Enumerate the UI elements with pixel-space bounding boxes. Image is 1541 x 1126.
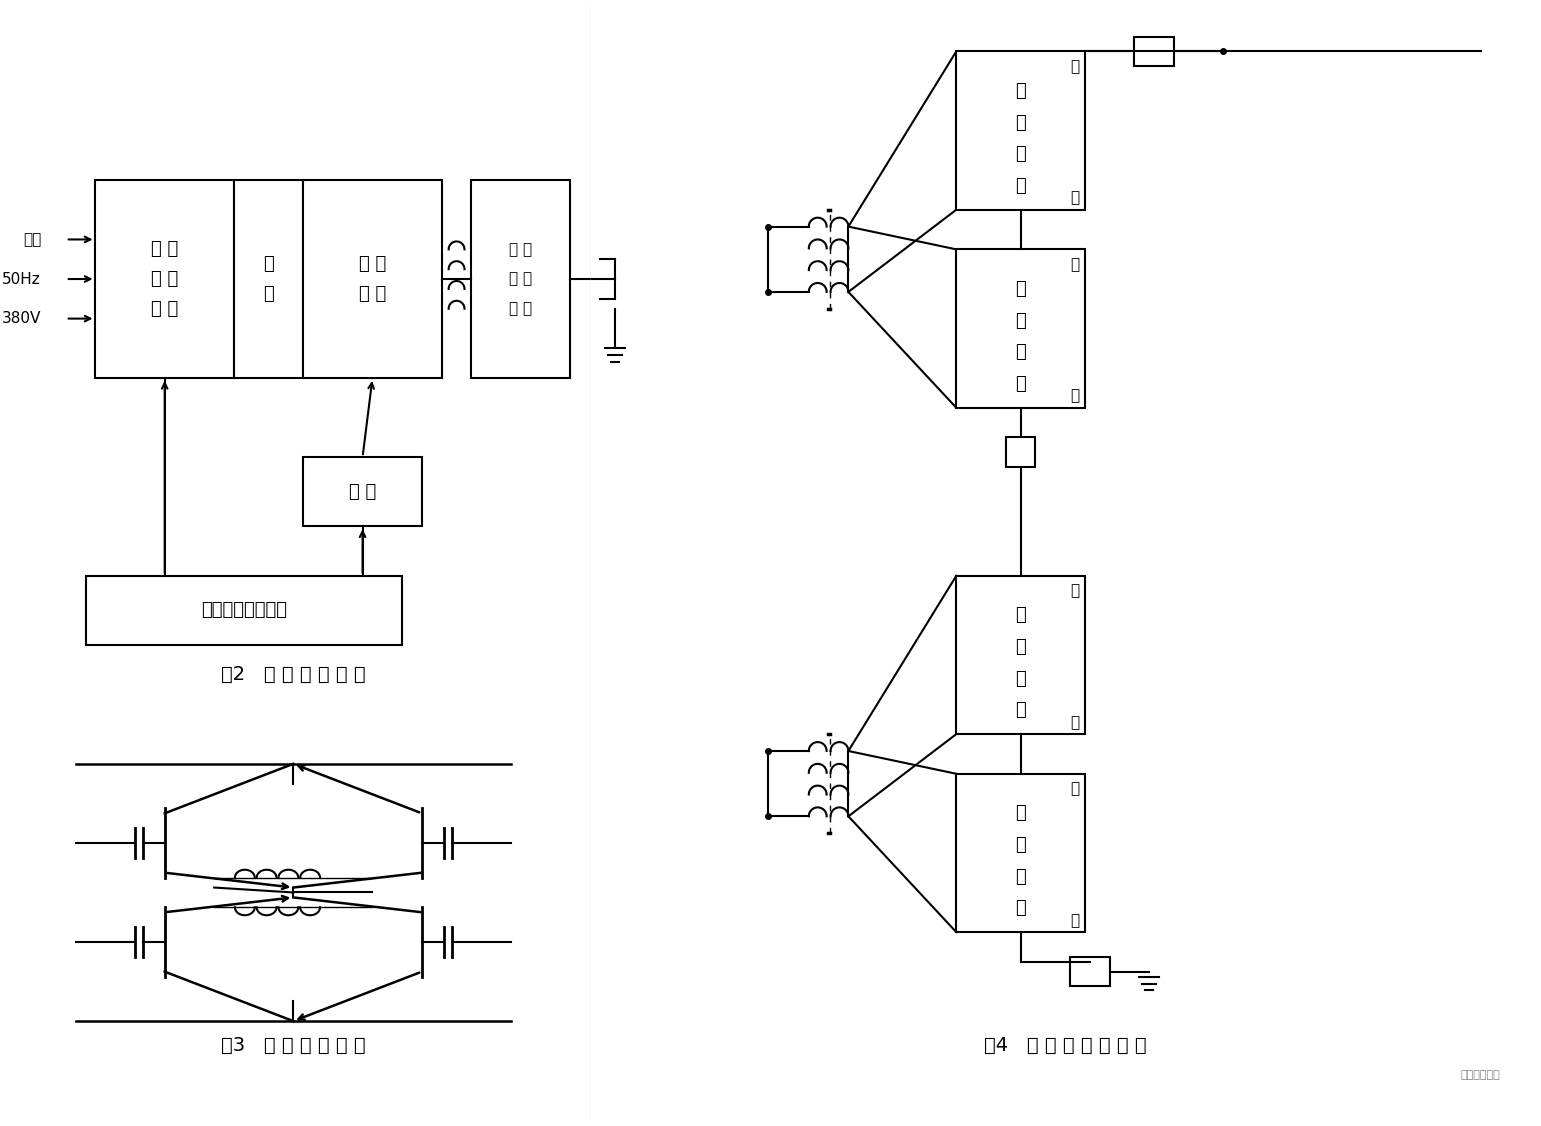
Bar bbox=[304, 457, 422, 526]
Text: 380V: 380V bbox=[2, 311, 42, 327]
Text: 电: 电 bbox=[1016, 145, 1026, 163]
Text: 高 频: 高 频 bbox=[510, 242, 533, 257]
Text: 路: 路 bbox=[1016, 900, 1026, 918]
Text: 整: 整 bbox=[264, 256, 274, 274]
Bar bbox=[86, 575, 402, 645]
Text: 路: 路 bbox=[1016, 177, 1026, 195]
Text: ＋: ＋ bbox=[1071, 190, 1080, 205]
Text: 交 流: 交 流 bbox=[151, 270, 179, 288]
Text: 图4   高 压 部 分 原 理 图: 图4 高 压 部 分 原 理 图 bbox=[983, 1036, 1147, 1055]
Text: 功 率: 功 率 bbox=[359, 256, 387, 274]
Text: 高 压: 高 压 bbox=[510, 271, 533, 286]
Text: 倍: 倍 bbox=[1016, 804, 1026, 822]
Text: －: － bbox=[1071, 59, 1080, 74]
Text: 倍: 倍 bbox=[1016, 280, 1026, 298]
Bar bbox=[234, 180, 304, 378]
Text: 电: 电 bbox=[1016, 343, 1026, 361]
Bar bbox=[1069, 957, 1110, 986]
Text: 图2   电 气 原 理 框 图: 图2 电 气 原 理 框 图 bbox=[220, 665, 365, 685]
Text: 逆 变: 逆 变 bbox=[359, 285, 387, 303]
Text: 流: 流 bbox=[264, 285, 274, 303]
Text: 电: 电 bbox=[1016, 868, 1026, 886]
Text: 电: 电 bbox=[1016, 670, 1026, 688]
Text: －: － bbox=[1071, 583, 1080, 598]
Text: 压: 压 bbox=[1016, 114, 1026, 132]
Text: 倍: 倍 bbox=[1016, 607, 1026, 625]
Text: 50Hz: 50Hz bbox=[2, 271, 42, 286]
Bar bbox=[957, 575, 1085, 734]
Bar bbox=[472, 180, 570, 378]
Text: 压: 压 bbox=[1016, 835, 1026, 854]
Text: 三相: 三相 bbox=[23, 232, 42, 247]
Text: ＋: ＋ bbox=[1071, 913, 1080, 928]
Text: 稳 压: 稳 压 bbox=[151, 300, 179, 318]
Text: 路: 路 bbox=[1016, 701, 1026, 720]
Text: 压: 压 bbox=[1016, 638, 1026, 656]
Bar bbox=[957, 774, 1085, 932]
Text: 三 相: 三 相 bbox=[151, 240, 179, 258]
Bar bbox=[957, 52, 1085, 209]
Bar bbox=[1006, 437, 1036, 467]
Text: 路: 路 bbox=[1016, 375, 1026, 393]
Bar bbox=[96, 180, 234, 378]
Text: －: － bbox=[1071, 781, 1080, 796]
Text: 压: 压 bbox=[1016, 312, 1026, 330]
Text: ＋: ＋ bbox=[1071, 715, 1080, 730]
Text: 图3   全 桥 逆 变 电 路: 图3 全 桥 逆 变 电 路 bbox=[220, 1036, 365, 1055]
Bar bbox=[1134, 37, 1174, 66]
Text: 检测、调控、保护: 检测、调控、保护 bbox=[200, 601, 287, 619]
Text: 驱 动: 驱 动 bbox=[348, 483, 376, 501]
Text: 整 流: 整 流 bbox=[510, 302, 533, 316]
Text: 电子工程世界: 电子工程世界 bbox=[1461, 1071, 1501, 1081]
Text: ＋: ＋ bbox=[1071, 388, 1080, 403]
Bar bbox=[957, 249, 1085, 408]
Text: －: － bbox=[1071, 257, 1080, 271]
Bar bbox=[304, 180, 442, 378]
Text: 倍: 倍 bbox=[1016, 82, 1026, 100]
